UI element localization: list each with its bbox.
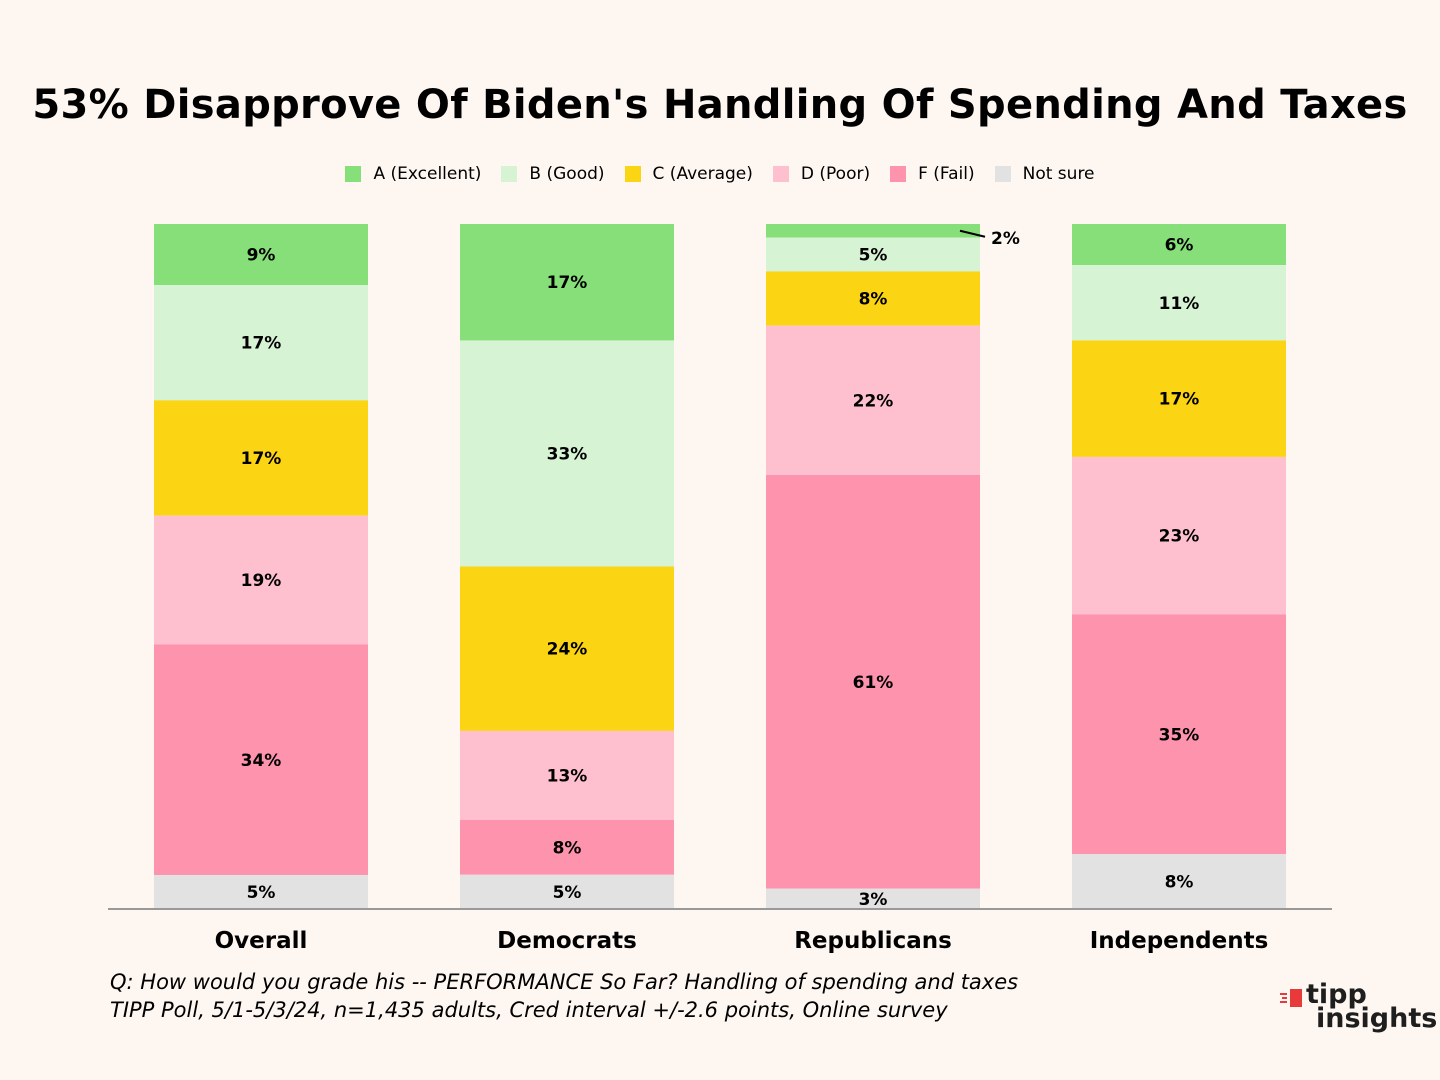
data-label: 34% [241,751,282,771]
legend-label: B (Good) [529,164,605,184]
bar-segment-overall-5 [154,875,368,909]
bar-segment-democrats-5 [460,874,674,909]
data-label: 24% [547,640,588,660]
bar-segment-democrats-1 [460,340,674,567]
bar-segment-overall-2 [154,400,368,516]
legend-swatch [890,166,907,182]
bar-segment-democrats-4 [460,819,674,875]
data-label: 8% [553,838,582,858]
bar-segment-independents-1 [1072,265,1286,341]
legend-label: Not sure [1022,164,1095,184]
data-label: 3% [859,890,888,910]
legend-item-5: Not sure [994,164,1095,184]
footnote-question: Q: How would you grade his -- PERFORMANC… [110,970,1019,994]
legend-item-4: F (Fail) [890,164,975,184]
legend-item-0: A (Excellent) [345,164,481,184]
data-label: 35% [1159,725,1200,745]
bar-segment-democrats-0 [460,224,674,341]
bar-segment-overall-3 [154,515,368,645]
bar-segment-republicans-0 [766,224,980,238]
tipp-insights-logo: tipp insights [1276,980,1437,1036]
legend-label: D (Poor) [800,164,871,184]
legend-swatch [501,166,518,182]
bar-segment-republicans-1 [766,237,980,272]
leader-line [959,229,986,238]
legend-swatch [772,166,789,182]
bar-segment-republicans-2 [766,271,980,326]
data-label: 19% [241,571,282,591]
data-label: 9% [247,246,276,266]
data-label: 8% [1165,873,1194,893]
chart-title: 53% Disapprove Of Biden's Handling Of Sp… [32,82,1408,128]
data-label: 33% [547,444,588,464]
chart-legend: A (Excellent) B (Good) C (Average) D (Poor)… [0,164,1440,184]
legend-swatch [345,166,362,182]
bar-segment-overall-4 [154,644,368,876]
logo-word-tipp: tipp [1306,979,1367,1010]
data-label: 22% [853,391,894,411]
category-label-democrats: Democrats [497,928,637,954]
footnote-source: TIPP Poll, 5/1-5/3/24, n=1,435 adults, C… [110,998,948,1022]
legend-label: A (Excellent) [373,164,482,184]
data-label: 11% [1159,294,1200,314]
bar-segment-democrats-3 [460,730,674,820]
legend-label: F (Fail) [918,164,975,184]
legend-label: C (Average) [652,164,753,184]
bar-segment-republicans-5 [766,888,980,909]
footnote: Q: How would you grade his -- PERFORMANC… [110,968,1018,1024]
data-label: 23% [1159,527,1200,547]
data-label: 5% [553,883,582,903]
logo-word-insights: insights [1316,1003,1438,1034]
data-label: 2% [991,229,1020,249]
bar-segment-independents-0 [1072,224,1286,266]
legend-swatch [994,166,1011,182]
data-label: 5% [859,246,888,266]
data-label: 17% [1159,390,1200,410]
bar-segment-independents-4 [1072,614,1286,855]
legend-item-1: B (Good) [501,164,605,184]
data-label: 6% [1165,236,1194,256]
bar-segment-republicans-4 [766,474,980,889]
bar-segment-democrats-2 [460,566,674,731]
logo-mark-icon [1280,989,1302,1007]
legend-item-3: D (Poor) [772,164,871,184]
category-label-overall: Overall [215,928,308,954]
data-label: 61% [853,673,894,693]
data-label: 17% [547,273,588,293]
category-label-independents: Independents [1090,928,1269,954]
data-label: 8% [859,290,888,310]
data-label: 13% [547,766,588,786]
data-label: 17% [241,449,282,469]
bar-segment-independents-2 [1072,340,1286,457]
legend-swatch [624,166,641,182]
bar-segment-overall-0 [154,224,368,286]
bar-segment-independents-5 [1072,854,1286,909]
bar-segment-republicans-3 [766,325,980,475]
legend-item-2: C (Average) [624,164,753,184]
data-label: 17% [241,334,282,354]
category-label-republicans: Republicans [794,928,952,954]
data-label: 5% [247,883,276,903]
bar-segment-overall-1 [154,285,368,401]
bar-segment-independents-3 [1072,456,1286,615]
